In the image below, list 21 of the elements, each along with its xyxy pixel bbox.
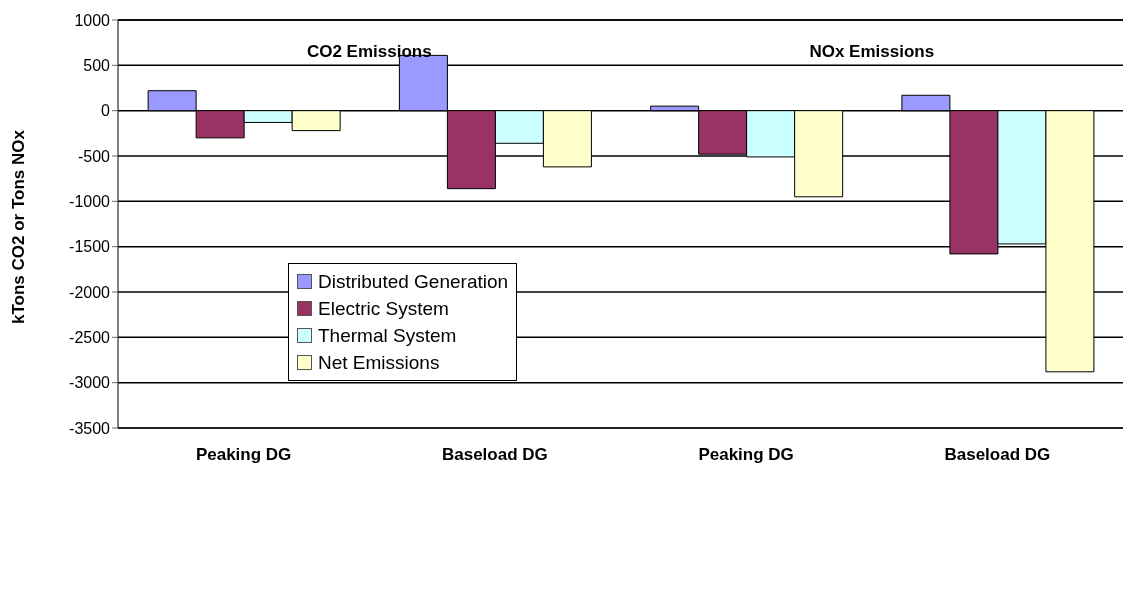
legend-label: Distributed Generation [318, 270, 509, 294]
legend-label: Net Emissions [318, 351, 440, 375]
y-tick-label: 500 [83, 57, 111, 75]
x-tick-label: Baseload DG [944, 445, 1051, 465]
group-heading: CO2 Emissions [305, 42, 433, 62]
y-tick-label: -500 [77, 147, 111, 165]
y-tick-label: -3000 [69, 374, 111, 392]
legend-label: Thermal System [318, 324, 457, 348]
x-tick-label: Baseload DG [441, 445, 548, 465]
y-tick-label: -2500 [69, 329, 111, 347]
y-tick-label: 1000 [74, 11, 111, 29]
group-heading: NOx Emissions [808, 42, 936, 62]
y-tick-label: 0 [101, 102, 111, 120]
y-tick-label: -1500 [69, 238, 111, 256]
y-axis-title: kTons CO2 or Tons NOx [9, 129, 29, 324]
y-tick-label: -3500 [69, 419, 111, 437]
x-tick-label: Peaking DG [698, 445, 794, 465]
legend-label: Electric System [318, 297, 449, 321]
y-tick-label: -2000 [69, 283, 111, 301]
y-tick-label: -1000 [69, 193, 111, 211]
x-tick-label: Peaking DG [195, 445, 292, 465]
